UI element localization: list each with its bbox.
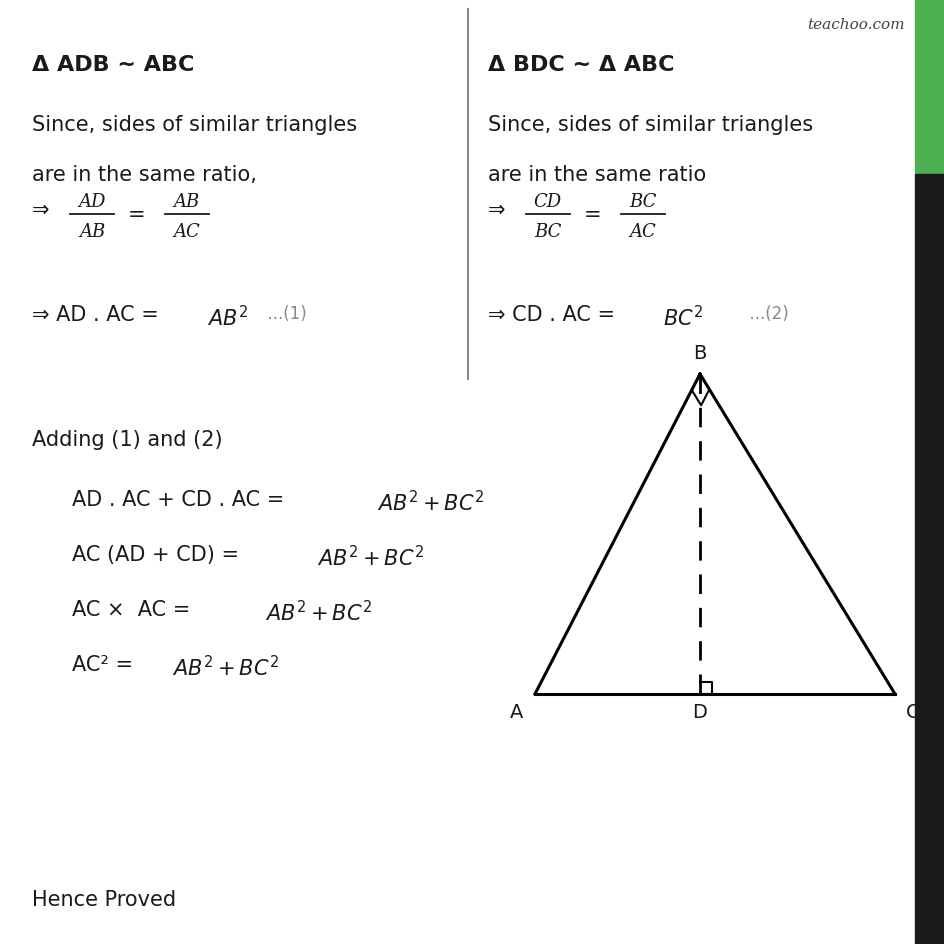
Text: D: D: [692, 702, 707, 721]
Bar: [914, 0, 944, 175]
Text: ⇒: ⇒: [487, 200, 505, 220]
Text: A: A: [510, 702, 523, 721]
Bar: [914, 175, 944, 944]
Text: AC: AC: [174, 223, 200, 241]
Text: AD: AD: [78, 193, 106, 211]
Text: AB: AB: [174, 193, 200, 211]
Text: are in the same ratio: are in the same ratio: [487, 165, 705, 185]
Text: Since, sides of similar triangles: Since, sides of similar triangles: [487, 115, 812, 135]
Text: teachoo.com: teachoo.com: [806, 18, 903, 32]
Text: CD: CD: [533, 193, 562, 211]
Text: AC² =: AC² =: [72, 654, 140, 674]
Text: C: C: [905, 702, 919, 721]
Text: $BC^2$: $BC^2$: [662, 305, 702, 329]
Text: Δ ADB ~ ABC: Δ ADB ~ ABC: [32, 55, 194, 75]
Text: $AB^2 + BC^2$: $AB^2 + BC^2$: [172, 654, 278, 680]
Text: =: =: [583, 205, 601, 225]
Text: Δ BDC ~ Δ ABC: Δ BDC ~ Δ ABC: [487, 55, 674, 75]
Text: AB: AB: [78, 223, 105, 241]
Text: are in the same ratio,: are in the same ratio,: [32, 165, 257, 185]
Text: AC (AD + CD) =: AC (AD + CD) =: [72, 545, 245, 565]
Text: ...(1): ...(1): [257, 305, 307, 323]
Text: AD . AC + CD . AC =: AD . AC + CD . AC =: [72, 490, 291, 510]
Text: B: B: [693, 344, 706, 362]
Text: BC: BC: [629, 193, 656, 211]
Text: Hence Proved: Hence Proved: [32, 889, 176, 909]
Text: AC: AC: [629, 223, 655, 241]
Text: Adding (1) and (2): Adding (1) and (2): [32, 430, 223, 449]
Text: $AB^2 + BC^2$: $AB^2 + BC^2$: [377, 490, 483, 514]
Text: ⇒ AD . AC =: ⇒ AD . AC =: [32, 305, 165, 325]
Text: Since, sides of similar triangles: Since, sides of similar triangles: [32, 115, 357, 135]
Text: $AB^2 + BC^2$: $AB^2 + BC^2$: [316, 545, 424, 569]
Text: $AB^2$: $AB^2$: [207, 305, 248, 329]
Text: BC: BC: [533, 223, 561, 241]
Text: =: =: [128, 205, 145, 225]
Text: $AB^2 + BC^2$: $AB^2 + BC^2$: [264, 599, 372, 625]
Text: ⇒: ⇒: [32, 200, 49, 220]
Text: AC ×  AC =: AC × AC =: [72, 599, 196, 619]
Text: ⇒ CD . AC =: ⇒ CD . AC =: [487, 305, 621, 325]
Text: ...(2): ...(2): [717, 305, 787, 323]
